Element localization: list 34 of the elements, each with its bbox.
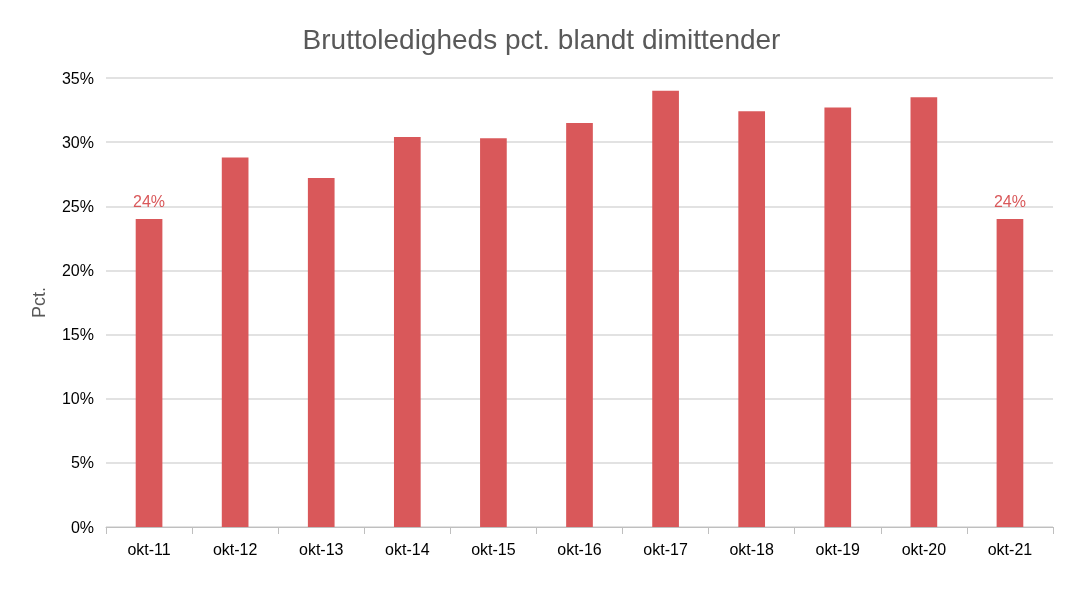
bar	[480, 138, 507, 527]
bar	[910, 97, 938, 527]
x-tick-label: okt-11	[127, 540, 171, 558]
y-tick-label: 10%	[61, 390, 94, 408]
bar	[393, 137, 421, 527]
bar	[738, 111, 766, 527]
x-tick-label: okt-19	[815, 540, 861, 558]
x-tick-label: okt-21	[987, 540, 1033, 558]
x-tick-label: okt-17	[643, 540, 688, 558]
bar	[824, 107, 852, 527]
y-tick-label: 20%	[61, 261, 94, 279]
bar	[996, 219, 1024, 527]
x-tick-label: okt-20	[901, 540, 947, 558]
data-label: 24%	[133, 192, 166, 210]
y-tick-label: 5%	[70, 454, 94, 472]
x-tick-label: okt-16	[557, 540, 602, 558]
bar	[221, 157, 249, 527]
y-tick-label: 15%	[61, 326, 94, 344]
y-tick-label: 35%	[61, 69, 94, 87]
chart-title: Bruttoledigheds pct. blandt dimittender	[302, 23, 781, 55]
bar	[307, 178, 335, 527]
y-tick-label: 25%	[61, 197, 94, 215]
x-tick-label: okt-14	[385, 540, 430, 558]
y-tick-label: 30%	[61, 133, 94, 151]
data-label: 24%	[993, 192, 1026, 210]
x-tick-label: okt-15	[471, 540, 516, 558]
x-tick-label: okt-18	[729, 540, 775, 558]
bar	[135, 219, 163, 527]
x-tick-label: okt-12	[212, 540, 258, 558]
y-axis-title: Pct.	[29, 286, 49, 319]
y-tick-label: 0%	[70, 518, 94, 536]
bar	[652, 90, 679, 527]
bar	[566, 122, 593, 527]
x-tick-label: okt-13	[298, 540, 344, 558]
